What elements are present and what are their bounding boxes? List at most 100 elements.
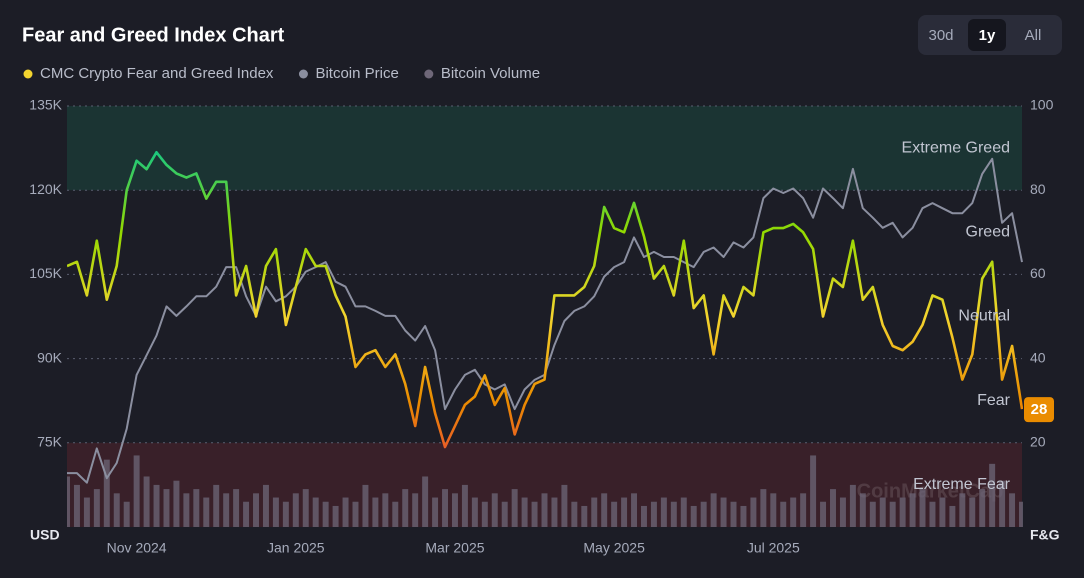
volume-bar — [750, 497, 757, 527]
volume-bar — [282, 501, 289, 527]
legend-label: CMC Crypto Fear and Greed Index — [40, 65, 274, 82]
volume-bar — [332, 505, 339, 527]
volume-bar — [640, 505, 647, 527]
range-button[interactable]: 1y — [979, 27, 996, 44]
volume-bar — [949, 505, 956, 527]
volume-bar — [710, 493, 717, 527]
volume-bar — [193, 489, 200, 527]
volume-bar — [272, 497, 279, 527]
volume-bar — [1009, 493, 1016, 527]
volume-bar — [919, 489, 926, 527]
volume-bar — [680, 497, 687, 527]
volume-bar — [670, 501, 677, 527]
volume-bar — [103, 459, 110, 527]
y2-tick-label: 20 — [1030, 434, 1046, 450]
y-tick-label: 105K — [29, 265, 62, 281]
range-button[interactable]: 30d — [928, 27, 953, 44]
volume-bar — [720, 497, 727, 527]
volume-bar — [650, 501, 657, 527]
volume-bar — [432, 497, 439, 527]
x-tick-label: Jan 2025 — [267, 540, 325, 556]
volume-bar — [442, 489, 449, 527]
volume-bar — [93, 489, 100, 527]
volume-bar — [73, 484, 80, 527]
volume-bar — [451, 493, 458, 527]
volume-bar — [133, 455, 140, 527]
volume-bar — [183, 493, 190, 527]
zone-band — [67, 106, 1022, 191]
y-tick-label: 90K — [37, 349, 63, 365]
volume-bar — [660, 497, 667, 527]
volume-bar — [631, 493, 638, 527]
volume-bar — [601, 493, 608, 527]
volume-bar — [571, 501, 578, 527]
y2-axis-label: F&G — [1030, 527, 1060, 543]
volume-bar — [372, 497, 379, 527]
volume-bar — [969, 497, 976, 527]
volume-bar — [262, 484, 269, 527]
volume-bar — [302, 489, 309, 527]
volume-bar — [243, 501, 250, 527]
zone-label: Neutral — [958, 308, 1010, 325]
volume-bar — [163, 489, 170, 527]
volume-bar — [700, 501, 707, 527]
current-badge — [1024, 397, 1054, 423]
volume-bar — [770, 493, 777, 527]
volume-bar — [820, 501, 827, 527]
volume-bar — [979, 489, 986, 527]
volume-bar — [839, 497, 846, 527]
volume-bar — [382, 493, 389, 527]
volume-bar — [352, 501, 359, 527]
volume-bar — [312, 497, 319, 527]
y-axis-label: USD — [30, 527, 60, 543]
volume-bar — [1019, 501, 1023, 527]
volume-bar — [471, 497, 478, 527]
volume-bar — [800, 493, 807, 527]
volume-bar — [790, 497, 797, 527]
volume-bar — [362, 484, 369, 527]
volume-bar — [481, 501, 488, 527]
range-button-active — [968, 19, 1006, 51]
y2-tick-label: 100 — [1030, 97, 1054, 113]
volume-bar — [113, 493, 120, 527]
volume-bar — [541, 493, 548, 527]
chart-title: Fear and Greed Index Chart — [22, 24, 285, 46]
x-tick-label: Nov 2024 — [107, 540, 167, 556]
index-line — [67, 151, 1023, 449]
volume-bar — [591, 497, 598, 527]
volume-bar — [879, 497, 886, 527]
volume-bar — [521, 497, 528, 527]
y-tick-label: 135K — [29, 97, 62, 113]
volume-bar — [730, 501, 737, 527]
volume-bar — [253, 493, 259, 527]
current-value: 28 — [1031, 401, 1048, 418]
volume-bar — [223, 493, 230, 527]
volume-bar — [859, 493, 866, 527]
range-button[interactable]: All — [1025, 27, 1042, 44]
y2-tick-label: 40 — [1030, 349, 1046, 365]
watermark: CoinMarketCap — [857, 480, 1004, 502]
volume-bar — [233, 489, 240, 527]
volume-bar — [999, 480, 1006, 527]
legend-label: Bitcoin Volume — [441, 65, 540, 82]
volume-bar — [780, 501, 787, 527]
volume-bar — [412, 493, 419, 527]
volume-bar — [123, 501, 130, 527]
legend-dot — [424, 69, 434, 79]
volume-bar — [939, 497, 946, 527]
y2-tick-label: 80 — [1030, 181, 1046, 197]
volume-bar — [740, 505, 747, 527]
y2-tick-label: 60 — [1030, 265, 1046, 281]
volume-bar — [67, 476, 70, 527]
volume-bar — [322, 501, 329, 527]
x-tick-label: May 2025 — [583, 540, 645, 556]
volume-bar — [143, 476, 150, 527]
volume-bar — [213, 484, 220, 527]
volume-bar — [959, 493, 966, 527]
volume-bar — [849, 484, 856, 527]
zone-label: Greed — [966, 224, 1010, 241]
volume-bar — [581, 505, 588, 527]
volume-bar — [342, 497, 349, 527]
